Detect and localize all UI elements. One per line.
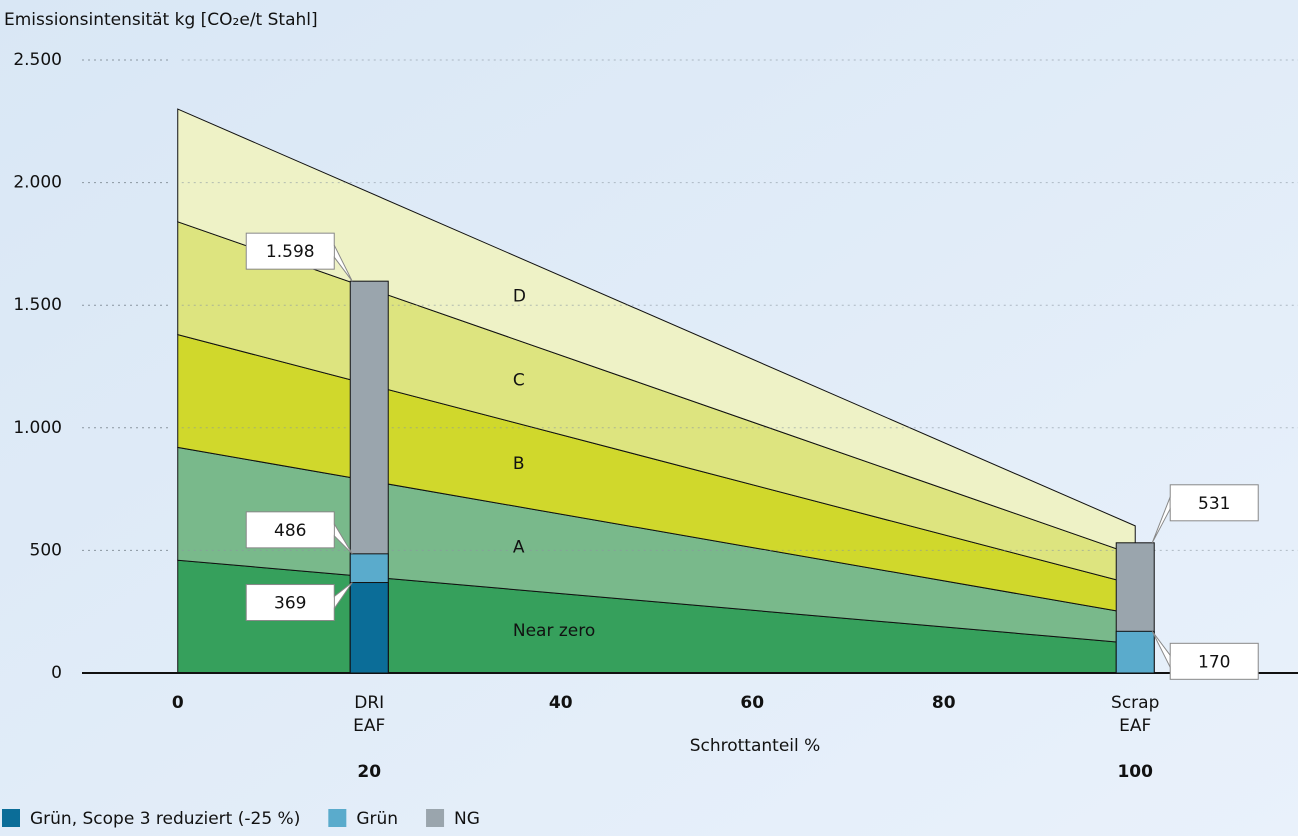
- category-label: Scrap: [1111, 693, 1159, 713]
- callout: 486: [245, 511, 353, 555]
- callout-cover: [332, 524, 334, 535]
- x-tick-label: 20: [357, 762, 381, 782]
- category-label: EAF: [1119, 716, 1151, 736]
- y-axis-label: Emissionsintensität kg [CO₂e/t Stahl]: [4, 10, 318, 30]
- y-tick-label: 2.500: [13, 50, 62, 70]
- band-label: B: [513, 454, 525, 474]
- legend-label: Grün, Scope 3 reduziert (-25 %): [30, 809, 300, 829]
- callout-box: [245, 232, 335, 270]
- x-axis-label: Schrottanteil %: [690, 736, 821, 756]
- callout: 369: [245, 582, 353, 622]
- value-label: 1.598: [266, 242, 315, 262]
- x-tick-label: 0: [172, 693, 184, 713]
- callout: 1.598: [245, 232, 353, 282]
- value-label: 486: [274, 521, 306, 541]
- legend-label: NG: [454, 809, 480, 829]
- callout: 531: [1151, 484, 1259, 544]
- callout-box: [1169, 484, 1259, 522]
- band-label: D: [513, 287, 526, 307]
- y-tick-label: 2.000: [13, 173, 62, 193]
- callout: 170: [1151, 631, 1259, 680]
- band-label: A: [513, 538, 525, 558]
- category-label: DRI: [354, 693, 384, 713]
- legend-swatch: [328, 809, 347, 827]
- x-tick-label: 80: [932, 693, 956, 713]
- legend-label: Grün: [356, 809, 398, 829]
- callout-cover: [1170, 497, 1172, 508]
- value-label: 531: [1198, 494, 1230, 514]
- value-label: 369: [274, 594, 306, 614]
- band-label: C: [513, 370, 525, 390]
- band-label: Near zero: [513, 621, 595, 641]
- callout-cover: [1170, 656, 1172, 667]
- category-label: EAF: [353, 716, 385, 736]
- value-label: 170: [1198, 652, 1230, 672]
- callout-box: [245, 584, 335, 622]
- y-tick-label: 1.000: [13, 418, 62, 438]
- x-tick-label: 60: [740, 693, 764, 713]
- legend-swatch: [426, 809, 445, 827]
- y-tick-label: 1.500: [13, 295, 62, 315]
- x-tick-label: 100: [1117, 762, 1153, 782]
- y-tick-label: 0: [51, 663, 62, 683]
- callout-cover: [332, 246, 334, 257]
- bar: [349, 582, 389, 674]
- legend-swatch: [2, 809, 20, 827]
- callout-cover: [332, 597, 334, 608]
- x-tick-label: 40: [549, 693, 573, 713]
- callout-box: [245, 511, 335, 549]
- callout-box: [1169, 642, 1259, 680]
- bar: [1115, 630, 1155, 674]
- y-tick-label: 500: [30, 540, 62, 560]
